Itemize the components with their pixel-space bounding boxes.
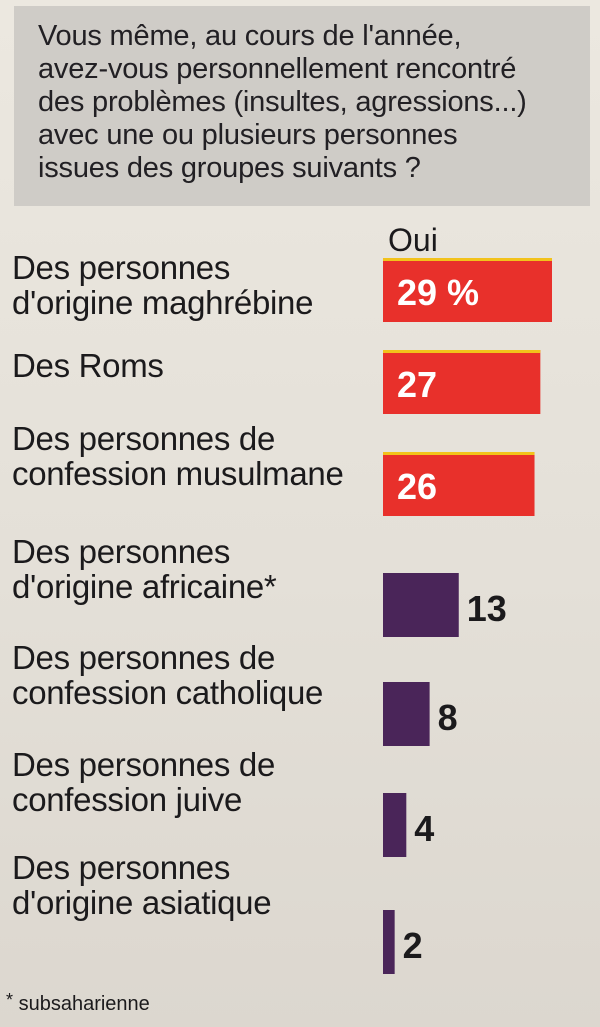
category-label-line: Des personnes <box>12 249 231 286</box>
category-label-line: Des personnes de <box>12 420 276 457</box>
question-text: Vous même, au cours de l'année, avez-vou… <box>38 20 578 185</box>
category-label-line: confession catholique <box>12 674 324 711</box>
bar <box>383 682 430 746</box>
category-label-line: confession juive <box>12 781 243 818</box>
category-label-line: confession musulmane <box>12 455 344 492</box>
bar-highlight-edge <box>383 350 541 353</box>
category-label-line: Des personnes de <box>12 746 276 783</box>
question-line: avez-vous personnellement rencontré <box>38 53 517 85</box>
question-line: issues des groupes suivants ? <box>38 152 421 184</box>
category-label: Des Roms <box>12 348 372 383</box>
question-line: avec une ou plusieurs personnes <box>38 119 458 151</box>
bar <box>383 573 459 637</box>
series-header-oui: Oui <box>388 222 438 258</box>
value-label: 8 <box>438 697 458 738</box>
category-label-line: Des personnes <box>12 533 231 570</box>
question-line: des problèmes (insultes, agressions...) <box>38 86 527 118</box>
category-label-line: d'origine maghrébine <box>12 284 314 321</box>
question-line: Vous même, au cours de l'année, <box>38 20 462 52</box>
category-label-line: d'origine africaine* <box>12 568 277 605</box>
value-label: 2 <box>403 925 423 966</box>
category-label: Des personnes de confession catholique <box>12 640 372 710</box>
bar-highlight-edge <box>383 258 552 261</box>
bar <box>383 350 541 414</box>
category-label-line: Des Roms <box>12 347 164 384</box>
category-label: Des personnes d'origine maghrébine <box>12 250 372 320</box>
value-label: 26 <box>397 466 437 507</box>
value-label: 27 <box>397 364 437 405</box>
category-label: Des personnes de confession juive <box>12 747 372 817</box>
bar <box>383 258 552 322</box>
category-label: Des personnes d'origine asiatique <box>12 850 372 920</box>
category-label-line: d'origine asiatique <box>12 884 272 921</box>
category-label-line: Des personnes de <box>12 639 276 676</box>
value-label: 29 % <box>397 272 479 313</box>
bar <box>383 910 395 974</box>
footnote: * subsaharienne <box>6 990 150 1016</box>
value-label: 4 <box>414 808 434 849</box>
footnote-marker: * <box>6 990 14 1010</box>
category-label-line: Des personnes <box>12 849 231 886</box>
category-label: Des personnes d'origine africaine* <box>12 534 372 604</box>
category-label: Des personnes de confession musulmane <box>12 421 372 491</box>
footnote-text: subsaharienne <box>18 993 150 1015</box>
bar <box>383 452 535 516</box>
question-box: Vous même, au cours de l'année, avez-vou… <box>14 6 590 206</box>
bar <box>383 793 407 857</box>
value-label: 13 <box>467 588 507 629</box>
bar-highlight-edge <box>383 452 535 455</box>
